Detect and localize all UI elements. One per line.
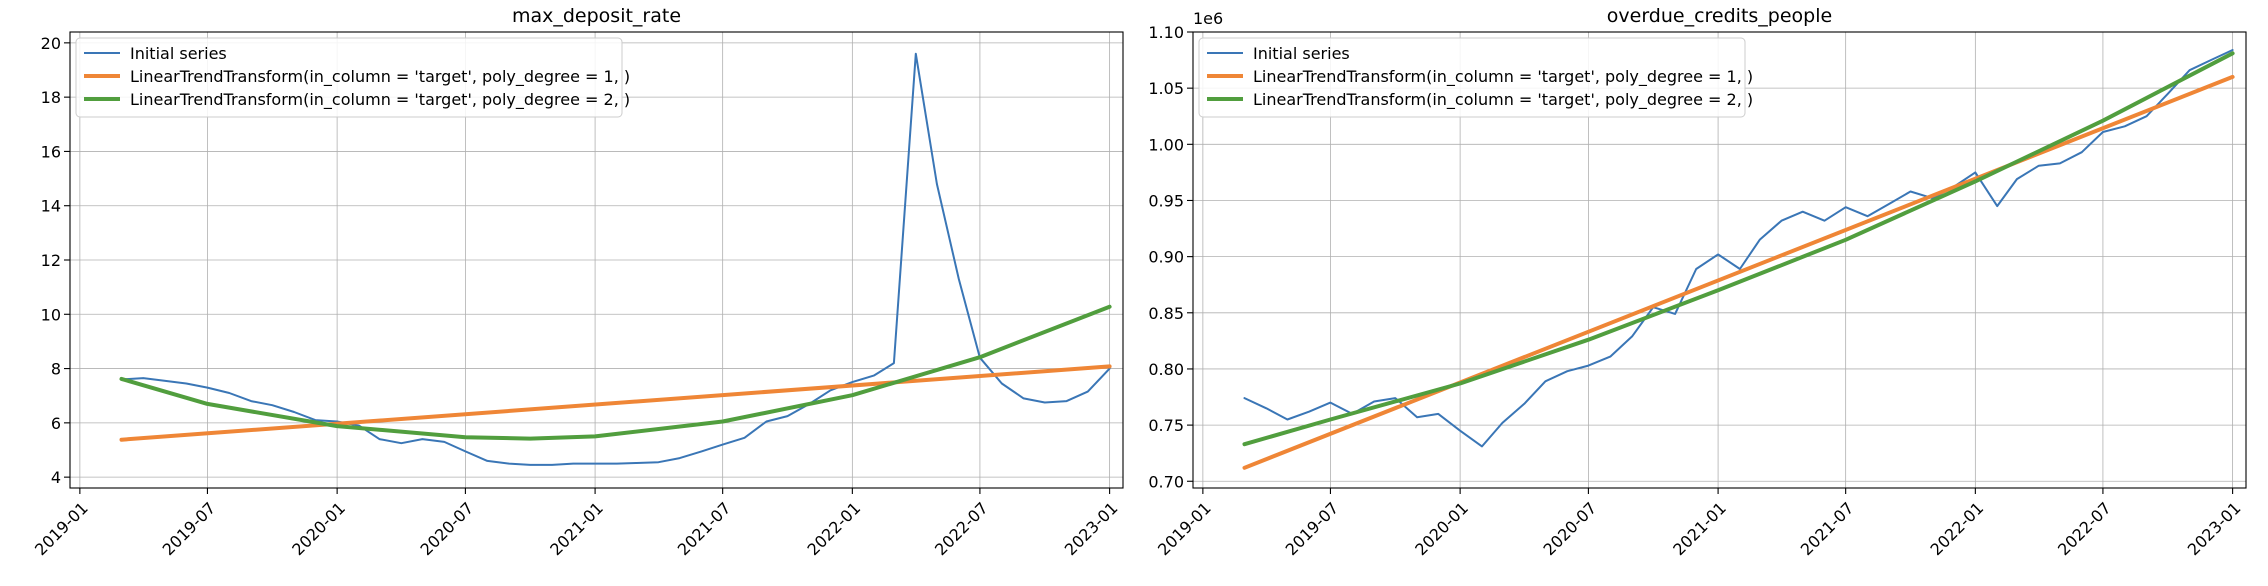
chart-panel-overdue-credits-people: 2019-01 2019-07 2020-01 2020-07 2021-01 2021-… [1148,5,2247,559]
legend: Initial series LinearTrendTransform(in_co… [75,37,630,118]
legend-label: Initial series [130,44,227,63]
y-tick-label: 16 [41,142,61,161]
y-axis-offset-label: 1e6 [1193,9,1223,28]
x-tick-label: 2020-01 [288,498,349,559]
x-tick-label: 2022-07 [931,498,992,559]
x-tick-label: 2019-07 [159,498,220,559]
y-tick-label: 0.95 [1148,191,1184,210]
y-tick-label: 18 [41,88,61,107]
y-tick-label: 14 [41,197,61,216]
legend-label: LinearTrendTransform(in_column = 'target… [130,67,630,87]
y-tick-label: 0.80 [1148,360,1184,379]
x-tick-label: 2020-01 [1411,498,1472,559]
x-tick-label: 2023-01 [2184,498,2245,559]
chart-title: overdue_credits_people [1607,5,1832,27]
legend: Initial series LinearTrendTransform(in_co… [1198,37,1753,118]
y-tick-label: 1.00 [1148,135,1184,154]
x-tick-label: 2022-01 [804,498,865,559]
x-tick-label: 2021-01 [1669,498,1730,559]
x-tick-label: 2022-07 [2054,498,2115,559]
y-tick-label: 6 [51,414,61,433]
x-tick-label: 2019-01 [31,498,92,559]
x-tick-label: 2019-01 [1154,498,1215,559]
legend-label: Initial series [1253,44,1350,63]
series-line-trend-degree-1 [119,364,1112,442]
x-tick-label: 2023-01 [1061,498,1122,559]
y-tick-label: 0.90 [1148,248,1184,267]
plot-frame [1192,31,2247,489]
x-tick-label: 2021-07 [1797,498,1858,559]
series-line-trend-degree-1 [1242,74,2235,470]
x-tick-label: 2019-07 [1282,498,1343,559]
y-tick-label: 12 [41,251,61,270]
legend-box [1198,37,1746,118]
legend-label: LinearTrendTransform(in_column = 'target… [1253,90,1753,110]
legend-label: LinearTrendTransform(in_column = 'target… [1253,67,1753,87]
x-tick-label: 2021-01 [546,498,607,559]
series-line-trend-degree-2 [1242,51,2235,447]
x-tick-label: 2021-07 [674,498,735,559]
series-line-trend-degree-2 [119,304,1112,441]
y-tick-label: 10 [41,305,61,324]
x-tick-label: 2020-07 [417,498,478,559]
y-tick-label: 20 [41,34,61,53]
y-tick-label: 1.10 [1148,23,1184,42]
series-line-initial [1243,49,2234,448]
chart-panel-max-deposit-rate: 2019-01 2019-07 2020-01 2020-07 2021-01 2021-… [31,5,1124,559]
legend-box [75,37,623,118]
y-tick-label: 0.70 [1148,472,1184,491]
y-tick-label: 0.75 [1148,416,1184,435]
legend-label: LinearTrendTransform(in_column = 'target… [130,90,630,110]
y-tick-label: 8 [51,360,61,379]
y-tick-label: 4 [51,468,61,487]
series-line-initial [120,52,1111,466]
y-tick-label: 1.05 [1148,79,1184,98]
y-tick-label: 0.85 [1148,304,1184,323]
chart-title: max_deposit_rate [512,5,681,27]
x-tick-label: 2022-01 [1927,498,1988,559]
x-tick-label: 2020-07 [1540,498,1601,559]
